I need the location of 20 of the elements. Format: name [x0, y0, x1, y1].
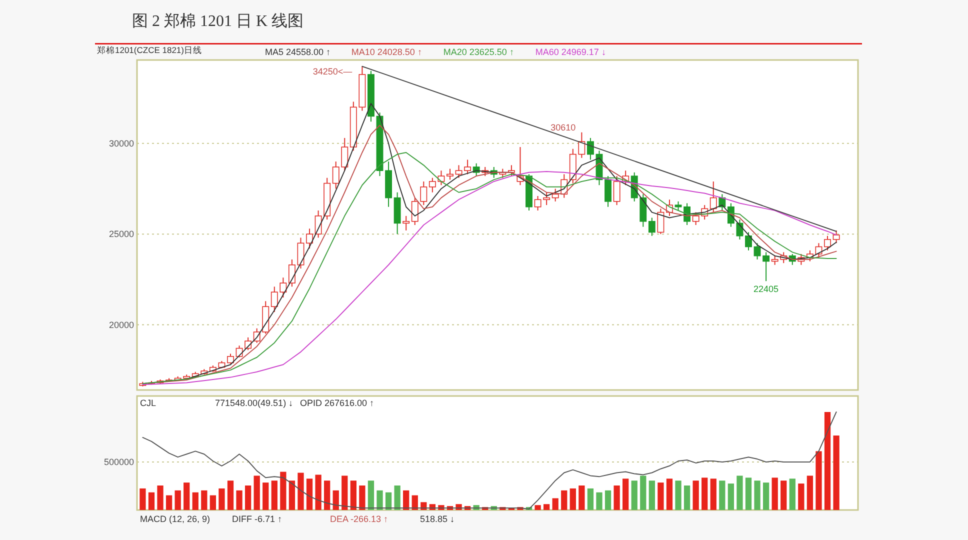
- y-tick-label: 20000: [108, 320, 134, 330]
- annotation: 30610: [550, 122, 576, 132]
- y-tick-label: 30000: [108, 138, 134, 149]
- chart-title: 图 2 郑棉 1201 日 K 线图: [132, 12, 304, 30]
- text: 771548.00(49.51) ↓: [215, 398, 294, 408]
- annotation: 22405: [754, 284, 779, 294]
- text: MACD (12, 26, 9): [140, 514, 210, 524]
- text: 518.85 ↓: [420, 514, 455, 524]
- chart-subtitle: 郑棉1201(CZCE 1821)日线: [97, 45, 202, 55]
- text: MA5 24558.00 ↑: [265, 47, 331, 57]
- text: MA20 23625.50 ↑: [443, 47, 514, 57]
- text: MA60 24969.17 ↓: [535, 47, 606, 57]
- y-tick-label: 25000: [108, 229, 134, 240]
- text: DIFF -6.71 ↑: [232, 514, 282, 524]
- text: CJL: [140, 398, 156, 408]
- text: DEA -266.13 ↑: [330, 514, 388, 524]
- annotation: 34250<—: [312, 66, 352, 76]
- text: MA10 24028.50 ↑: [351, 47, 422, 57]
- text: 500000: [104, 456, 134, 467]
- text: OPID 267616.00 ↑: [300, 398, 374, 408]
